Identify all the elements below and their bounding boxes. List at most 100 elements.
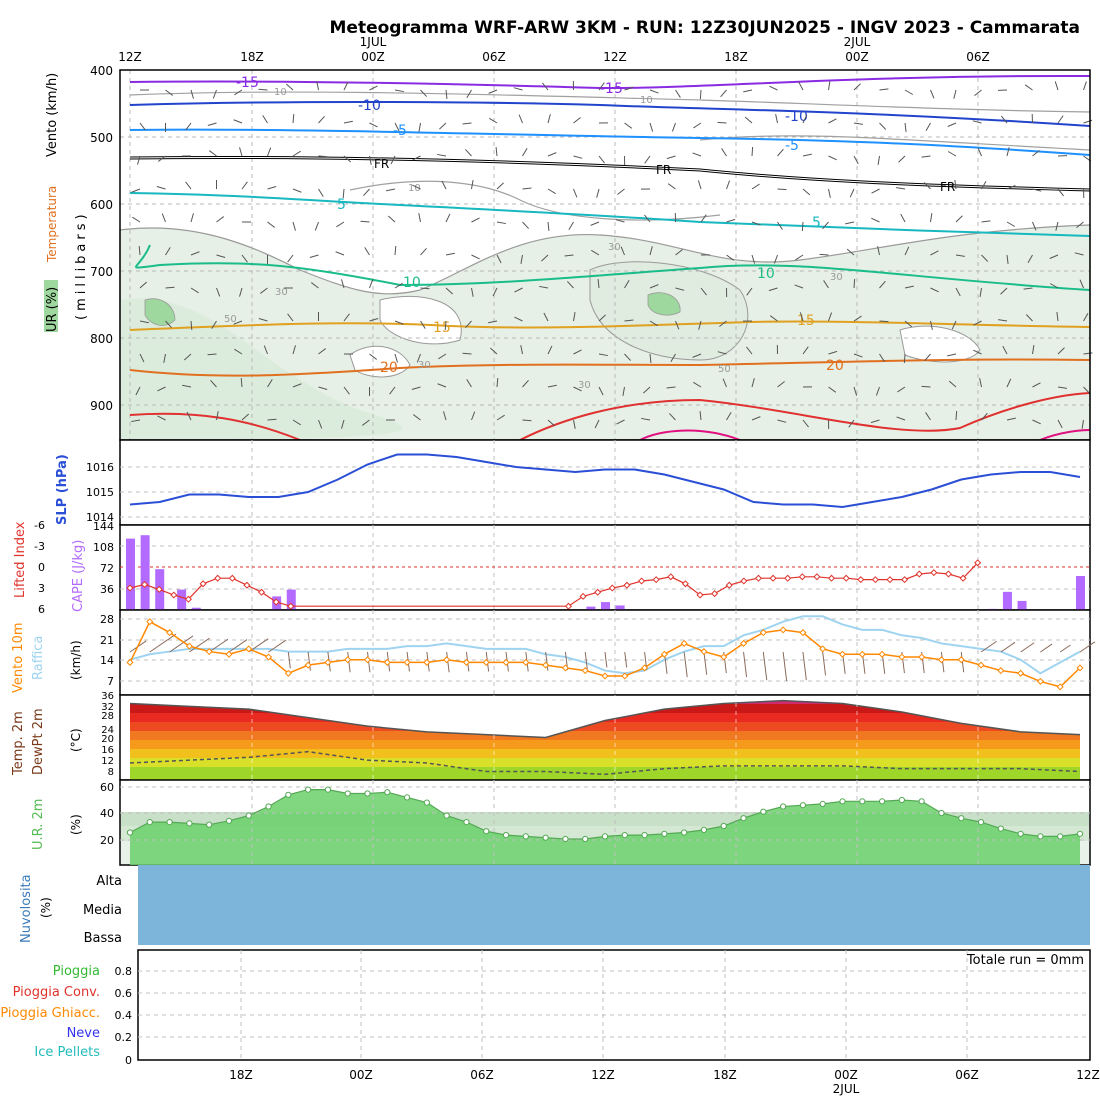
wind-barb [190, 213, 194, 223]
wind-barb [616, 419, 625, 425]
li-tick: 0 [38, 561, 45, 574]
wind-barb [624, 319, 634, 322]
wind-barb [489, 347, 498, 355]
wind-barb [1006, 185, 1016, 190]
wind-barb [896, 416, 906, 421]
temp-tick: 24 [101, 725, 114, 736]
isotherm-label: FR [940, 180, 955, 194]
rh-label: 30 [275, 287, 288, 298]
wind-barb [590, 221, 600, 226]
lifted-index-markers [126, 559, 982, 610]
wind-barb [1032, 188, 1042, 192]
ur2m-marker [997, 825, 1004, 832]
wind-barb [437, 153, 447, 157]
lifted-index-marker [857, 576, 865, 584]
wind-barb [877, 246, 880, 256]
wind-barb [547, 188, 556, 195]
wind-barb [666, 155, 676, 160]
wind-barb [369, 85, 378, 91]
wind-barb [744, 116, 753, 124]
wind-barb [743, 89, 753, 93]
wind-barb [1083, 81, 1087, 91]
wind-barb [1032, 382, 1041, 388]
wind10m-arrow [545, 651, 549, 671]
lifted-index-marker [681, 580, 689, 588]
isotherm-label: -15 [600, 81, 623, 97]
ur2m-marker [166, 819, 173, 826]
ur2m-tick: 40 [100, 807, 114, 820]
wind-barb [1057, 115, 1064, 124]
cape-tick: 144 [93, 520, 114, 533]
wind-barb [828, 350, 838, 355]
precip-tick: 0.8 [115, 965, 133, 978]
wind-barb [547, 384, 557, 388]
vento-marker [284, 669, 292, 677]
wind10m-arrow [446, 651, 450, 673]
wind-barb [746, 287, 753, 296]
vento-marker [878, 650, 886, 658]
wind-barb [700, 214, 707, 223]
cape-bar [1076, 576, 1085, 610]
wind-barb [751, 254, 756, 264]
totale-run-label: Totale run = 0mm [966, 953, 1084, 968]
wind-barb [670, 353, 676, 362]
wind-barb [1027, 254, 1033, 264]
wind10m-arrow [980, 640, 997, 653]
temp-grid [251, 695, 979, 780]
wind-barb [216, 411, 219, 421]
precip-panel: Totale run = 0mm 0.8 0.6 0.4 0.2 0 Piogg… [0, 949, 1091, 1067]
slp-tick: 1016 [86, 461, 114, 474]
wind-barb [951, 320, 957, 330]
wind-barb [667, 183, 676, 190]
wind-barb [1083, 386, 1091, 394]
isotherm-label: 20 [380, 360, 398, 376]
temperatura-label: Temperatura [45, 186, 59, 263]
wind-barb [158, 155, 166, 162]
wind-barb [573, 349, 582, 355]
wind-barb [955, 410, 958, 421]
lifted-index-marker [623, 581, 631, 589]
wind-barb [443, 411, 447, 421]
wind-barb [139, 353, 145, 363]
wind-barb [471, 287, 474, 297]
isotherm-label: -10 [785, 109, 808, 125]
wind10m-arrow [1020, 642, 1035, 653]
ur2m-marker [206, 821, 213, 828]
wind-barb [981, 254, 989, 262]
ur2m-marker [443, 812, 450, 819]
wind-barb [389, 386, 396, 395]
wind-barb [496, 254, 502, 264]
ur-label-group: UR (%) [44, 280, 60, 332]
wind-barb [216, 287, 221, 297]
ur2m-marker [977, 819, 985, 826]
wind-barb [462, 122, 472, 125]
lifted-index-marker [784, 574, 792, 582]
wind-barb [1002, 345, 1008, 355]
wind-barb [462, 352, 472, 355]
wind-barb [849, 188, 855, 198]
wind-barb [216, 216, 224, 223]
vento-marker [1056, 683, 1064, 691]
bottom-tick: 12Z [1076, 1068, 1100, 1082]
vento-marker [918, 653, 926, 661]
wind-barb [465, 320, 472, 329]
wind-barb [954, 180, 957, 190]
wind-barb [828, 312, 833, 322]
wind-barb [309, 254, 319, 258]
ur2m-marker [285, 791, 292, 798]
wind-barb [828, 155, 837, 161]
ur2m-marker [403, 794, 411, 801]
wind-barb [828, 118, 837, 124]
rh-label: 30 [830, 272, 843, 283]
wind-barb [948, 380, 957, 388]
wind10m-arrow [208, 638, 229, 653]
wind-barb [445, 287, 454, 295]
temp2m-label: Temp. 2m [11, 711, 26, 776]
wind10m-arrow [703, 651, 708, 675]
wind10m-arrow [1040, 643, 1053, 653]
ur2m-marker [562, 835, 569, 843]
ur2m-marker [1057, 833, 1064, 840]
wind-barb [1023, 287, 1033, 290]
wind-barb [161, 213, 166, 223]
